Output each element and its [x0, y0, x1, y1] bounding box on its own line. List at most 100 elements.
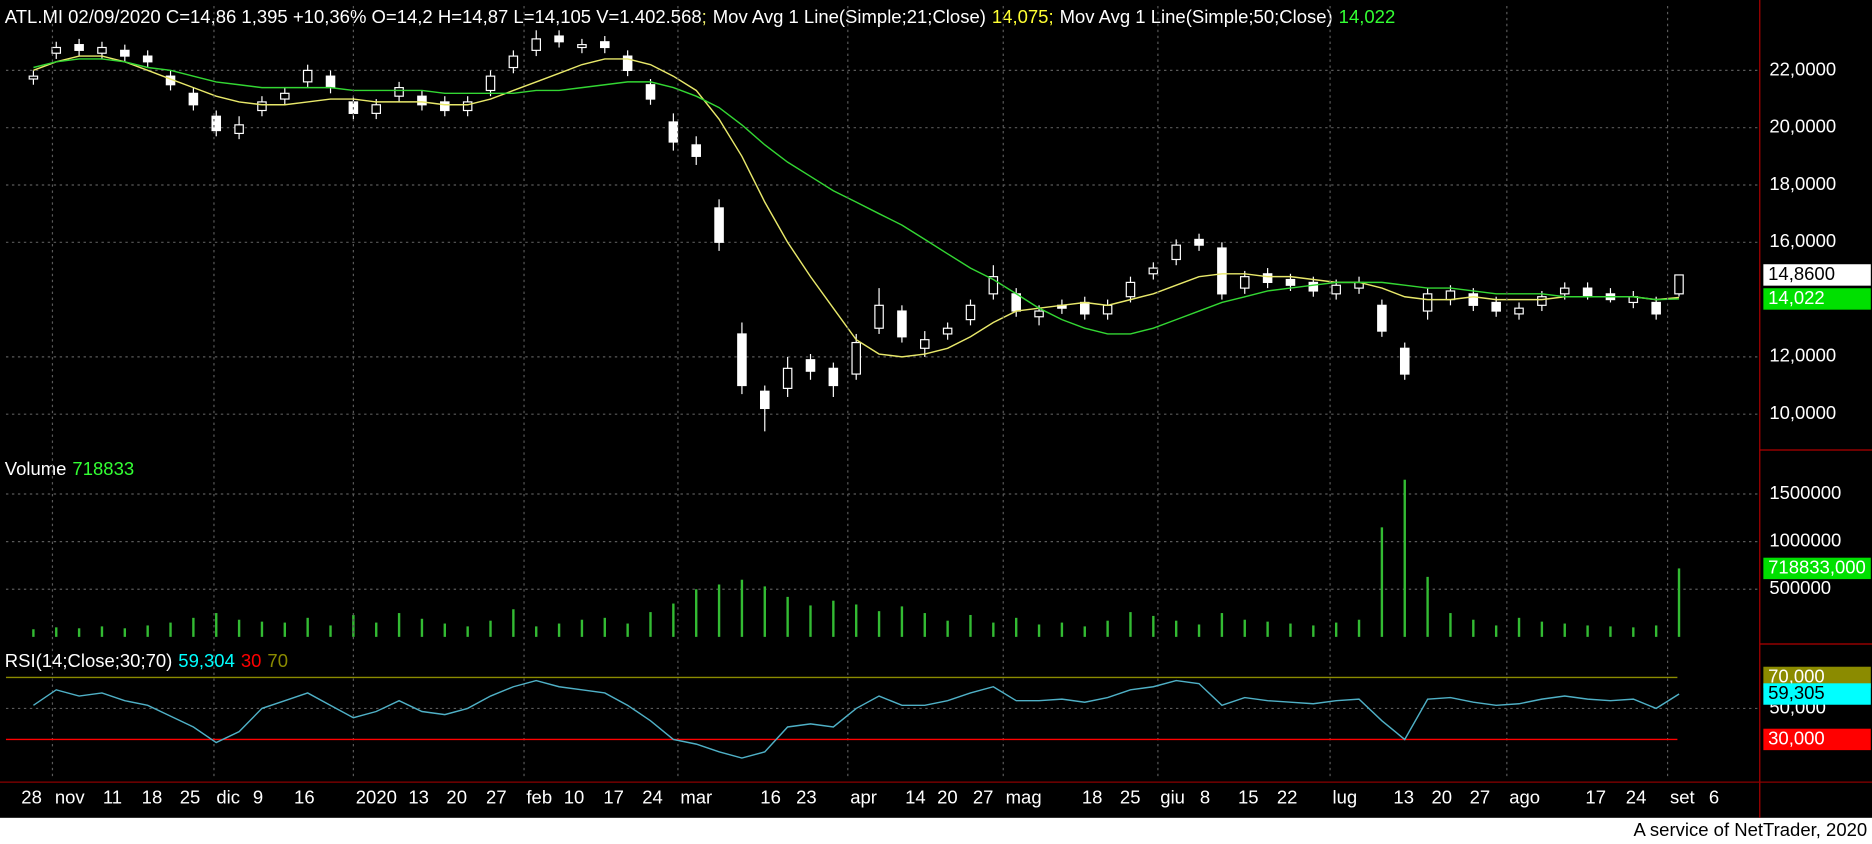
- candle-body: [1445, 290, 1456, 301]
- volume-bar: [77, 628, 81, 637]
- volume-bar: [1449, 613, 1452, 637]
- candle-body: [280, 92, 290, 100]
- x-tick-label: 17: [1585, 787, 1606, 808]
- y-tick-label: 1500000: [1769, 482, 1841, 503]
- candle-body: [1377, 304, 1387, 332]
- x-tick-label: 6: [1709, 787, 1719, 808]
- level-axis-label: 30,000: [1768, 727, 1825, 748]
- candle-body: [325, 75, 336, 89]
- candle-body: [394, 86, 404, 97]
- candle-body: [554, 35, 564, 43]
- marker-box: [1763, 288, 1871, 310]
- x-tick-label: 20: [937, 787, 958, 808]
- x-tick-label: 22: [1277, 787, 1298, 808]
- candle-body: [1514, 307, 1524, 315]
- volume-bar: [1037, 624, 1041, 637]
- series-line: [33, 55, 1680, 358]
- candle-body: [874, 304, 884, 329]
- candle-body: [965, 304, 976, 321]
- volume-bar: [603, 617, 606, 637]
- x-tick-label: set: [1670, 787, 1695, 808]
- volume-bar: [237, 619, 241, 637]
- candle-body: [1262, 273, 1273, 283]
- x-tick-label: 18: [1082, 787, 1103, 808]
- candle-body: [1217, 247, 1227, 295]
- candle-body: [942, 327, 953, 335]
- x-tick-label: 9: [253, 787, 263, 808]
- marker-box: [1763, 557, 1871, 580]
- x-tick-label: ago: [1509, 787, 1540, 808]
- x-tick-label: nov: [55, 787, 86, 808]
- volume-bar: [1494, 625, 1498, 637]
- volume-bar: [877, 611, 881, 637]
- x-tick-label: mag: [1006, 787, 1042, 808]
- volume-bar: [32, 629, 35, 637]
- x-tick-label: 18: [142, 787, 163, 808]
- x-tick-label: lug: [1332, 787, 1357, 808]
- candle-body: [234, 124, 244, 135]
- panel-header: RSI(14;Close;30;70) 59,304 30 70: [5, 650, 288, 671]
- candle-body: [1651, 301, 1661, 315]
- volume-bar: [1609, 626, 1612, 637]
- volume-bar: [1677, 568, 1681, 637]
- candle-body: [97, 46, 107, 54]
- volume-bar: [1586, 625, 1589, 637]
- y-tick-label: 20,0000: [1769, 116, 1836, 137]
- volume-bar: [55, 627, 58, 637]
- candle-body: [714, 207, 724, 243]
- volume-bar: [466, 626, 469, 637]
- volume-bar: [1174, 620, 1178, 637]
- volume-bar: [649, 612, 652, 637]
- volume-bar: [557, 623, 561, 637]
- volume-bar: [1357, 619, 1361, 637]
- x-tick-label: 25: [180, 787, 201, 808]
- x-tick-label: 20: [446, 787, 467, 808]
- candle-body: [211, 115, 222, 132]
- volume-bar: [1472, 619, 1475, 637]
- volume-bar: [1152, 615, 1155, 637]
- volume-bar: [489, 620, 492, 637]
- x-tick-label: 2020: [356, 787, 397, 808]
- background: [0, 0, 1872, 818]
- x-tick-label: 23: [796, 787, 817, 808]
- legend-entry: RSI(14;Close;30;70): [5, 650, 173, 671]
- candle-body: [417, 95, 427, 106]
- candle-body: [1674, 274, 1684, 295]
- x-tick-label: 28: [21, 787, 42, 808]
- candle-body: [805, 359, 816, 372]
- candle-body: [1194, 238, 1204, 246]
- volume-bar: [786, 596, 789, 637]
- candle-body: [1308, 281, 1319, 292]
- x-tick-label: 17: [603, 787, 624, 808]
- marker-box: [1763, 683, 1871, 705]
- volume-bar: [717, 584, 721, 637]
- x-tick-label: 14: [905, 787, 926, 808]
- candle-body: [1171, 244, 1181, 261]
- candle-body: [188, 92, 199, 106]
- volume-bar: [1632, 627, 1635, 637]
- x-tick-label: 25: [1120, 787, 1141, 808]
- x-tick-label: 15: [1238, 787, 1259, 808]
- series-line: [33, 58, 1680, 335]
- volume-bar: [1426, 576, 1429, 637]
- volume-bar: [535, 626, 538, 637]
- level-box: [1763, 666, 1871, 689]
- volume-bar: [1289, 623, 1292, 637]
- volume-bar: [1540, 621, 1544, 637]
- volume-bar: [1015, 617, 1018, 637]
- legend-value: 14,022: [1339, 6, 1396, 27]
- volume-bar: [1403, 479, 1406, 637]
- level-label: 30: [241, 650, 262, 671]
- legend-value: 59,304: [178, 650, 235, 671]
- marker-box: [1763, 264, 1871, 286]
- y-tick-label: 10,0000: [1769, 402, 1836, 423]
- candle-body: [28, 75, 39, 80]
- y-tick-label: 1000000: [1769, 530, 1841, 551]
- candle-body: [737, 333, 747, 387]
- volume-bar: [1060, 622, 1064, 637]
- level-label: 70: [267, 650, 288, 671]
- volume-bar: [1334, 622, 1338, 637]
- candle-body: [622, 55, 633, 72]
